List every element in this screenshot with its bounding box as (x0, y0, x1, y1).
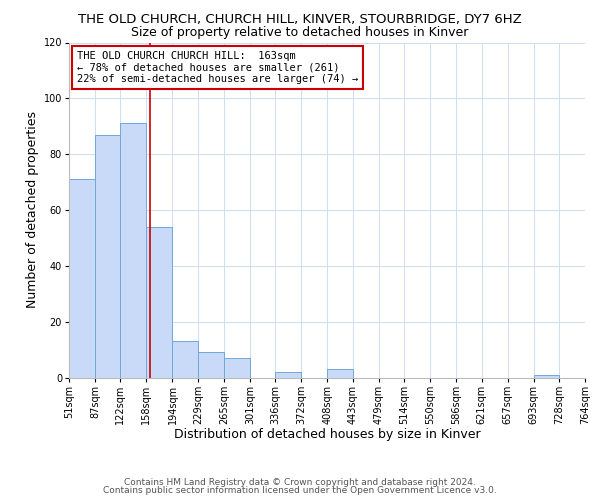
Text: THE OLD CHURCH, CHURCH HILL, KINVER, STOURBRIDGE, DY7 6HZ: THE OLD CHURCH, CHURCH HILL, KINVER, STO… (78, 12, 522, 26)
Bar (328, 369, 353, 378)
Bar (275, 372, 301, 378)
Bar (121, 124, 146, 378)
Bar (69, 180, 95, 378)
Text: THE OLD CHURCH CHURCH HILL:  163sqm
← 78% of detached houses are smaller (261)
2: THE OLD CHURCH CHURCH HILL: 163sqm ← 78%… (77, 51, 358, 84)
Y-axis label: Number of detached properties: Number of detached properties (26, 112, 40, 308)
Bar (146, 227, 172, 378)
X-axis label: Distribution of detached houses by size in Kinver: Distribution of detached houses by size … (173, 428, 481, 441)
Bar (533, 374, 559, 378)
Bar (95, 134, 121, 378)
Text: Contains HM Land Registry data © Crown copyright and database right 2024.: Contains HM Land Registry data © Crown c… (124, 478, 476, 487)
Text: Contains public sector information licensed under the Open Government Licence v3: Contains public sector information licen… (103, 486, 497, 495)
Bar (172, 341, 198, 378)
Text: Size of property relative to detached houses in Kinver: Size of property relative to detached ho… (131, 26, 469, 39)
Bar (198, 352, 224, 378)
Bar (224, 358, 250, 378)
